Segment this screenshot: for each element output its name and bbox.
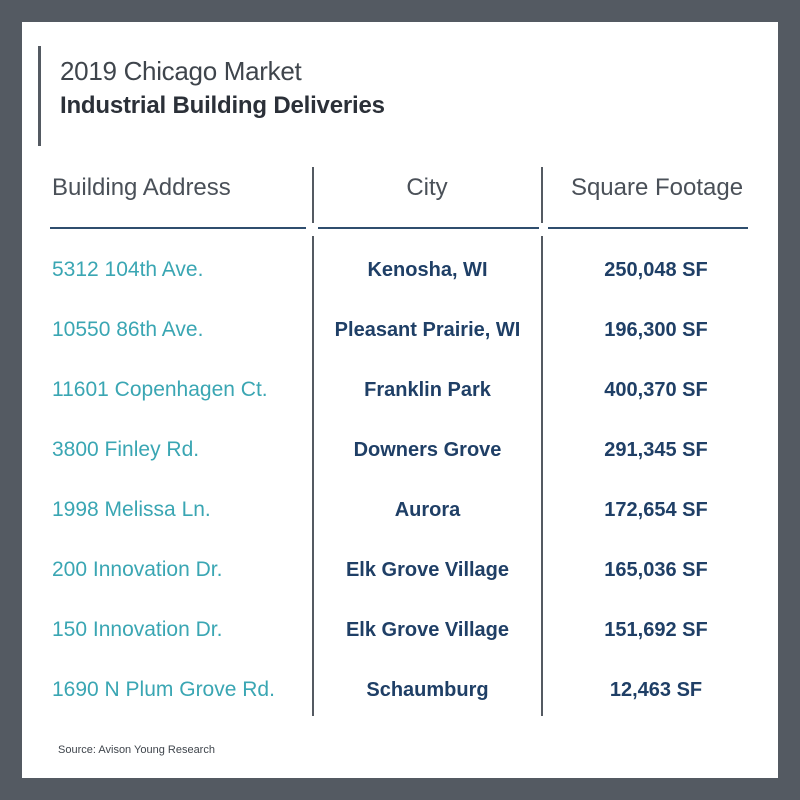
page-subtitle: Industrial Building Deliveries xyxy=(60,92,385,119)
column-header-address: Building Address xyxy=(52,174,231,201)
column-divider xyxy=(541,236,543,716)
table-row: 200 Innovation Dr. Elk Grove Village 165… xyxy=(22,540,778,600)
square-footage-cell: 172,654 SF xyxy=(604,499,708,521)
header-rule-city xyxy=(318,227,539,229)
table-row: 5312 104th Ave. Kenosha, WI 250,048 SF xyxy=(22,240,778,300)
table-row: 150 Innovation Dr. Elk Grove Village 151… xyxy=(22,600,778,660)
city-cell: Elk Grove Village xyxy=(345,559,510,581)
city-cell: Elk Grove Village xyxy=(345,619,510,641)
address-cell: 5312 104th Ave. xyxy=(52,258,204,281)
city-cell: Schaumburg xyxy=(366,679,489,701)
page-title: 2019 Chicago Market xyxy=(60,56,302,86)
address-cell: 1998 Melissa Ln. xyxy=(52,498,211,521)
city-cell: Aurora xyxy=(394,499,461,521)
header-rule-square-footage xyxy=(548,227,748,229)
table-card: 2019 Chicago Market Industrial Building … xyxy=(22,22,778,778)
square-footage-cell: 165,036 SF xyxy=(604,559,708,581)
title-accent-bar xyxy=(38,46,41,146)
column-header-square-footage: Square Footage xyxy=(570,174,744,201)
column-header-city: City xyxy=(406,174,448,201)
table-row: 10550 86th Ave. Pleasant Prairie, WI 196… xyxy=(22,300,778,360)
address-cell: 200 Innovation Dr. xyxy=(52,558,223,581)
column-divider xyxy=(312,167,314,223)
city-cell: Kenosha, WI xyxy=(367,259,488,281)
city-cell: Downers Grove xyxy=(353,439,502,461)
address-cell: 3800 Finley Rd. xyxy=(52,438,200,461)
table-row: 1690 N Plum Grove Rd. Schaumburg 12,463 … xyxy=(22,660,778,720)
source-note: Source: Avison Young Research xyxy=(58,744,215,756)
square-footage-cell: 291,345 SF xyxy=(604,439,708,461)
square-footage-cell: 400,370 SF xyxy=(604,379,708,401)
table-row: 11601 Copenhagen Ct. Franklin Park 400,3… xyxy=(22,360,778,420)
square-footage-cell: 250,048 SF xyxy=(604,259,708,281)
square-footage-cell: 196,300 SF xyxy=(604,319,708,341)
header-rule-address xyxy=(50,227,306,229)
city-cell: Franklin Park xyxy=(364,379,491,401)
address-cell: 1690 N Plum Grove Rd. xyxy=(52,678,275,701)
address-cell: 11601 Copenhagen Ct. xyxy=(52,378,268,401)
column-divider xyxy=(312,236,314,716)
table-row: 1998 Melissa Ln. Aurora 172,654 SF xyxy=(22,480,778,540)
square-footage-cell: 12,463 SF xyxy=(609,679,703,701)
square-footage-cell: 151,692 SF xyxy=(604,619,708,641)
city-cell: Pleasant Prairie, WI xyxy=(334,319,521,341)
column-divider xyxy=(541,167,543,223)
address-cell: 150 Innovation Dr. xyxy=(52,618,223,641)
address-cell: 10550 86th Ave. xyxy=(52,318,204,341)
table-row: 3800 Finley Rd. Downers Grove 291,345 SF xyxy=(22,420,778,480)
